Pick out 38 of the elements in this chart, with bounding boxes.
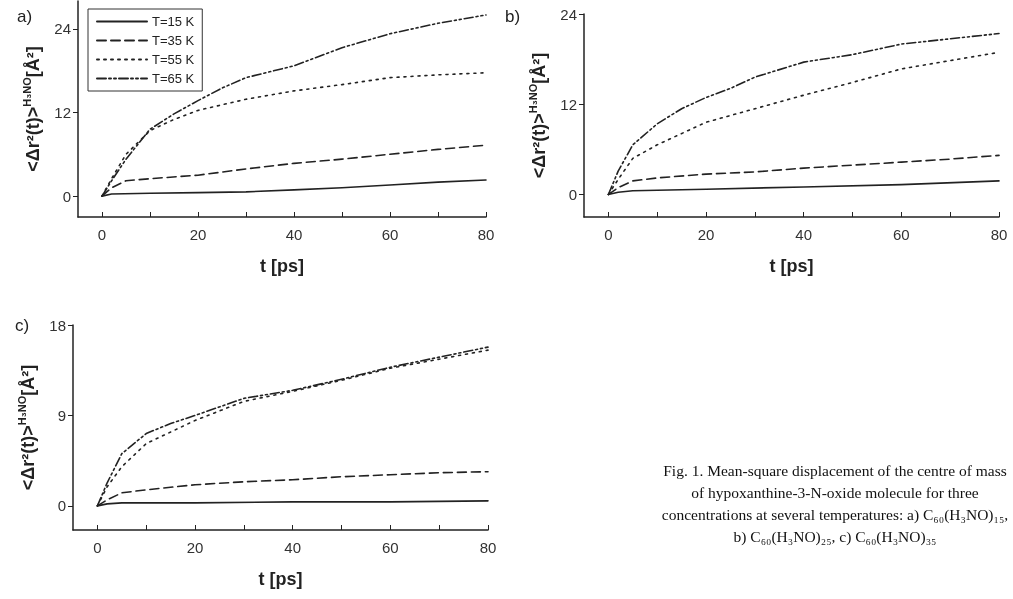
chart-title: b) [505,7,521,26]
x-tick-label: 20 [697,226,715,243]
legend-label: T=35 K [152,33,195,48]
y-tick-label: 18 [49,316,66,334]
y-tick-label: 12 [560,95,577,113]
caption: Fig. 1. Mean-square displacement of the centre of mass of hypoxanthine-3-N-oxide molecule for three concentrations at several temperatures: a) C₆₀(H₃NO)₁₅, b) C₆₀(H₃NO)₂₅, c) C₆₀(H₃NO)₃₅ [660,461,1010,547]
x-tick-label: 80 [479,539,497,556]
legend-label: T=15 K [152,14,195,29]
x-axis-title: t [ps] [260,256,304,276]
x-tick-label: 0 [604,226,613,243]
x-tick-label: 60 [381,226,399,243]
chart-title: a) [17,7,33,26]
y-tick-label: 0 [568,185,577,203]
y-axis-title: <Δr²(t)>H₃NO[Å²] [526,52,549,179]
x-axis-title: t [ps] [769,256,814,276]
x-tick-label: 40 [284,539,302,556]
x-tick-label: 40 [795,226,813,243]
x-tick-label: 40 [285,226,303,243]
x-tick-label: 80 [990,226,1008,243]
x-tick-label: 60 [382,539,399,556]
y-tick-label: 24 [560,5,577,23]
y-axis-title: <Δr²(t)>H₃NO[Å²] [15,364,38,491]
y-tick-label: 24 [54,20,71,38]
y-axis-title: <Δr²(t)>H₃NO[Å²] [20,46,43,172]
x-tick-label: 20 [186,539,204,556]
x-tick-label: 20 [189,226,207,243]
x-tick-label: 0 [97,226,107,243]
y-tick-label: 0 [62,187,71,205]
x-axis-title: t [ps] [258,569,303,589]
x-tick-label: 0 [93,539,102,556]
y-tick-label: 9 [57,406,66,424]
chart-title: c) [15,316,30,335]
x-tick-label: 80 [477,226,495,243]
x-tick-label: 60 [893,226,910,243]
y-tick-label: 12 [54,103,71,121]
legend-label: T=65 K [152,71,195,86]
y-tick-label: 0 [57,497,66,515]
legend-label: T=55 K [152,52,195,67]
